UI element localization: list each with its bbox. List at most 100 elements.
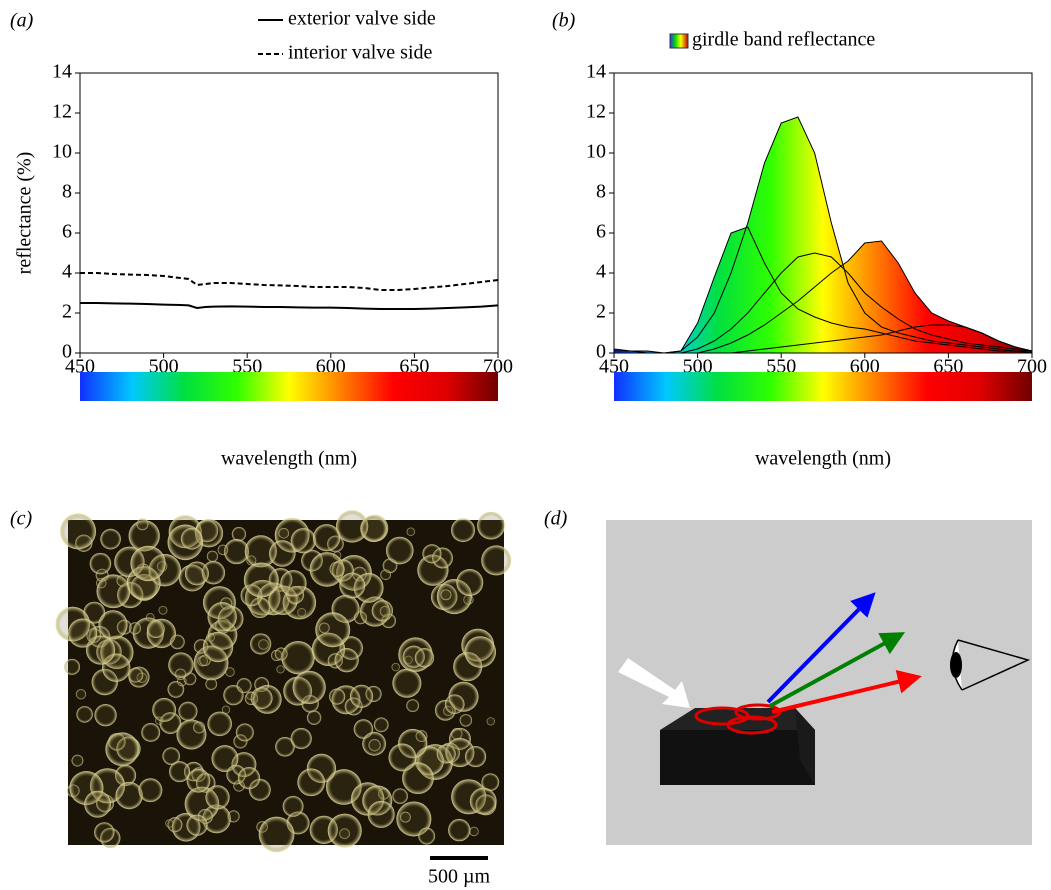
line bbox=[614, 116, 1032, 354]
bubble bbox=[128, 667, 144, 683]
bubble bbox=[158, 605, 168, 615]
bubble bbox=[178, 701, 198, 721]
bubble bbox=[392, 668, 422, 698]
bubble bbox=[94, 704, 117, 727]
bubble bbox=[278, 528, 290, 539]
bubble bbox=[205, 678, 218, 690]
line bbox=[80, 272, 499, 291]
bubble bbox=[456, 569, 484, 597]
bubble bbox=[313, 524, 341, 552]
y-tick-label: 4 bbox=[62, 261, 72, 283]
bubble bbox=[186, 768, 211, 793]
bubble bbox=[246, 691, 255, 700]
bubble bbox=[274, 647, 288, 661]
bubble bbox=[162, 747, 181, 766]
bubble bbox=[275, 736, 295, 757]
bubble bbox=[362, 731, 387, 756]
bubble bbox=[116, 575, 129, 587]
bubble bbox=[217, 544, 229, 556]
bubble bbox=[236, 678, 252, 694]
bubble bbox=[380, 569, 391, 581]
bubble bbox=[280, 570, 307, 597]
bubble bbox=[115, 781, 143, 810]
bubble bbox=[282, 795, 304, 817]
panel-label: (b) bbox=[552, 10, 576, 32]
bubble bbox=[464, 636, 497, 668]
y-tick-label: 8 bbox=[62, 181, 72, 203]
bubble bbox=[440, 589, 452, 601]
plot-frame bbox=[613, 72, 1033, 354]
bubble bbox=[221, 705, 231, 714]
bubble bbox=[202, 631, 234, 663]
area bbox=[614, 325, 1032, 353]
bubble bbox=[388, 743, 417, 772]
bubble bbox=[199, 654, 211, 667]
bubble bbox=[94, 822, 115, 843]
bubble bbox=[168, 652, 194, 678]
bubble bbox=[469, 826, 479, 837]
bubble bbox=[385, 536, 414, 565]
bubble bbox=[170, 634, 185, 650]
bubble bbox=[371, 600, 393, 622]
bubble bbox=[75, 689, 87, 700]
bubble bbox=[292, 670, 326, 705]
bubble bbox=[186, 814, 208, 836]
bubble bbox=[225, 667, 235, 677]
bubble bbox=[250, 687, 273, 710]
bubble bbox=[481, 773, 500, 792]
bubble bbox=[392, 788, 408, 804]
bubble bbox=[451, 518, 476, 543]
bubble bbox=[64, 658, 80, 675]
bubble bbox=[391, 662, 400, 672]
bubble bbox=[329, 688, 346, 705]
bubble bbox=[165, 819, 174, 828]
bubble bbox=[250, 633, 272, 655]
bubble bbox=[152, 697, 177, 722]
bubble bbox=[276, 665, 285, 674]
bubble bbox=[223, 539, 249, 565]
bubble bbox=[128, 622, 141, 635]
bubble bbox=[237, 766, 261, 790]
panel-label: (a) bbox=[10, 10, 34, 32]
bubble bbox=[71, 754, 84, 767]
bubble bbox=[136, 518, 149, 531]
bubble bbox=[335, 510, 369, 543]
bubble bbox=[89, 552, 112, 575]
bubble bbox=[444, 694, 465, 715]
bubble bbox=[68, 618, 98, 648]
bubble bbox=[396, 801, 432, 837]
y-tick-label: 12 bbox=[52, 101, 72, 123]
bubble bbox=[138, 778, 163, 803]
legend-label: interior valve side bbox=[288, 42, 433, 64]
bubble bbox=[193, 721, 206, 734]
bubble bbox=[406, 699, 420, 712]
bubble bbox=[246, 555, 257, 566]
bubble bbox=[207, 602, 237, 632]
bubble bbox=[258, 816, 295, 853]
bubble bbox=[211, 745, 239, 772]
bubble bbox=[243, 562, 279, 598]
colorbar bbox=[614, 372, 1032, 401]
bubble bbox=[155, 716, 164, 725]
bubble bbox=[469, 787, 497, 815]
bubble bbox=[297, 768, 326, 797]
bubble bbox=[130, 545, 166, 582]
bubble bbox=[367, 800, 395, 828]
bubble bbox=[349, 684, 374, 708]
bubble bbox=[141, 723, 161, 742]
bubble bbox=[436, 744, 456, 764]
y-tick-label: 10 bbox=[586, 141, 606, 163]
bubble bbox=[481, 545, 512, 576]
bubble bbox=[207, 711, 232, 737]
bubble bbox=[334, 648, 359, 673]
bubble bbox=[84, 790, 112, 818]
y-tick-label: 6 bbox=[596, 221, 606, 243]
bubble bbox=[76, 706, 93, 723]
bubble bbox=[290, 528, 316, 554]
bubble bbox=[281, 640, 315, 675]
x-axis-label: wavelength (nm) bbox=[221, 448, 357, 470]
bubble bbox=[486, 717, 495, 726]
y-tick-label: 2 bbox=[62, 301, 72, 323]
y-axis-label: reflectance (%) bbox=[14, 152, 36, 275]
bubble bbox=[406, 527, 416, 536]
